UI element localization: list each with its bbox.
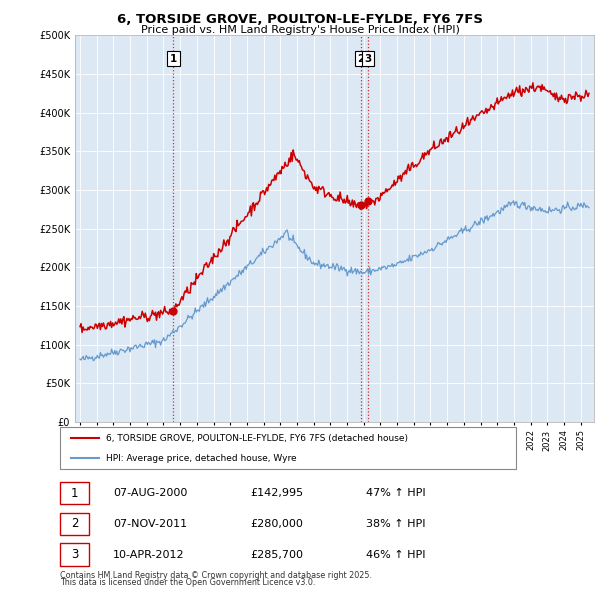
Text: 1: 1 bbox=[71, 487, 78, 500]
Text: 3: 3 bbox=[71, 548, 78, 561]
Text: 10-APR-2012: 10-APR-2012 bbox=[113, 549, 184, 559]
Text: 46% ↑ HPI: 46% ↑ HPI bbox=[366, 549, 426, 559]
Text: HPI: Average price, detached house, Wyre: HPI: Average price, detached house, Wyre bbox=[106, 454, 296, 463]
Text: 2: 2 bbox=[71, 517, 78, 530]
Text: 07-NOV-2011: 07-NOV-2011 bbox=[113, 519, 187, 529]
Text: 1: 1 bbox=[170, 54, 177, 64]
FancyBboxPatch shape bbox=[60, 513, 89, 535]
Text: 38% ↑ HPI: 38% ↑ HPI bbox=[366, 519, 426, 529]
Text: 3: 3 bbox=[365, 54, 372, 64]
Text: 07-AUG-2000: 07-AUG-2000 bbox=[113, 488, 187, 498]
Text: 47% ↑ HPI: 47% ↑ HPI bbox=[366, 488, 426, 498]
Text: 2: 2 bbox=[358, 54, 365, 64]
FancyBboxPatch shape bbox=[60, 427, 516, 469]
FancyBboxPatch shape bbox=[60, 543, 89, 566]
Text: Contains HM Land Registry data © Crown copyright and database right 2025.: Contains HM Land Registry data © Crown c… bbox=[60, 571, 372, 579]
Text: £280,000: £280,000 bbox=[250, 519, 303, 529]
Text: 6, TORSIDE GROVE, POULTON-LE-FYLDE, FY6 7FS: 6, TORSIDE GROVE, POULTON-LE-FYLDE, FY6 … bbox=[117, 13, 483, 26]
Text: This data is licensed under the Open Government Licence v3.0.: This data is licensed under the Open Gov… bbox=[60, 578, 316, 587]
Text: £285,700: £285,700 bbox=[250, 549, 303, 559]
Text: £142,995: £142,995 bbox=[250, 488, 303, 498]
FancyBboxPatch shape bbox=[60, 482, 89, 504]
Text: Price paid vs. HM Land Registry's House Price Index (HPI): Price paid vs. HM Land Registry's House … bbox=[140, 25, 460, 35]
Text: 6, TORSIDE GROVE, POULTON-LE-FYLDE, FY6 7FS (detached house): 6, TORSIDE GROVE, POULTON-LE-FYLDE, FY6 … bbox=[106, 434, 407, 443]
